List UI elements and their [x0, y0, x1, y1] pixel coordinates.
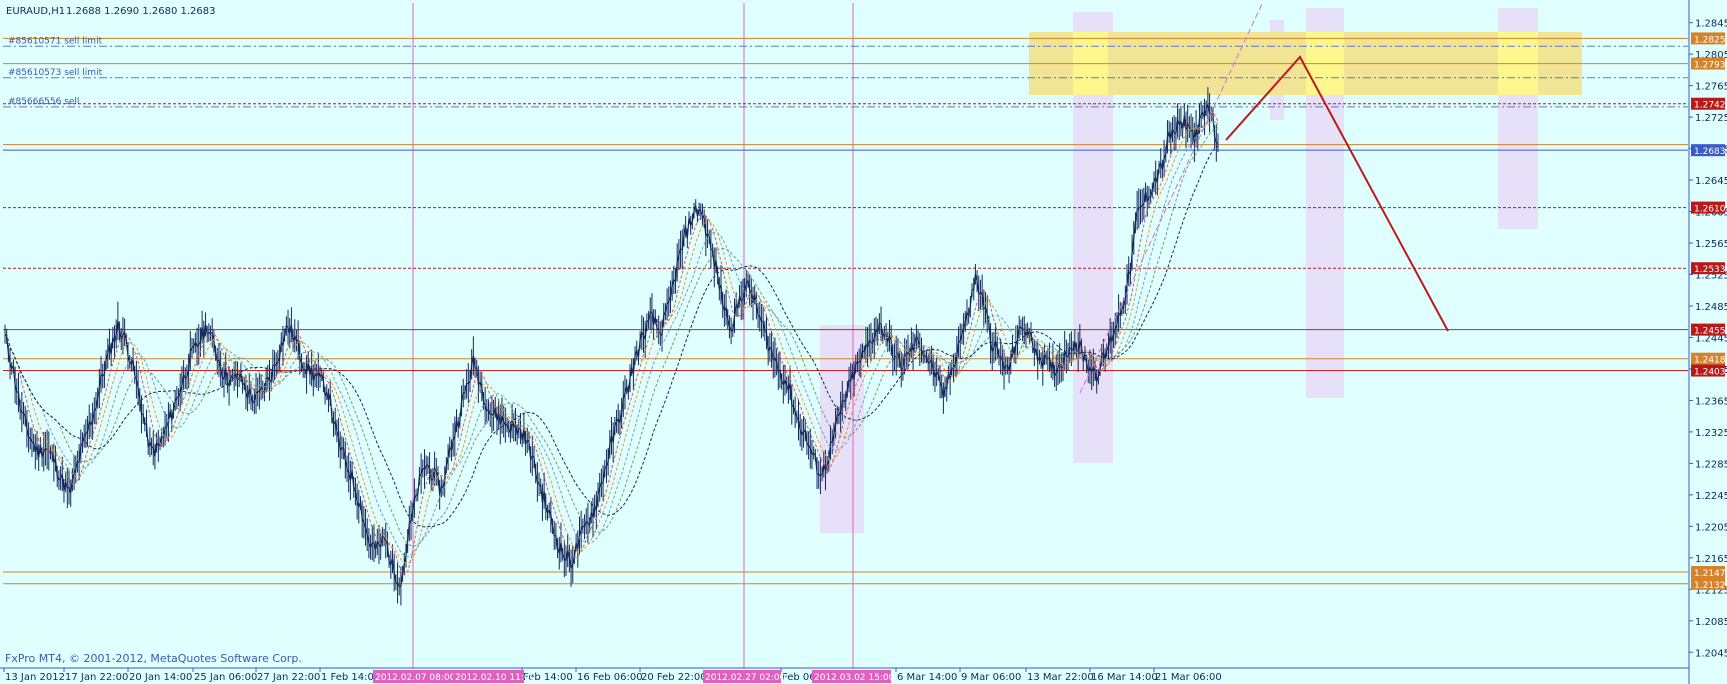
price-tick-label: 1.2445 [1695, 333, 1727, 344]
time-tick-label: 25 Jan 06:00 [194, 672, 257, 683]
price-tag [1691, 352, 1725, 365]
time-tick-label: 20 Jan 14:00 [129, 672, 192, 683]
price-tag-label: 1.2418 [1694, 356, 1726, 366]
time-tick-label: 6 Mar 14:00 [897, 672, 957, 683]
time-highlight-label: 2012.02.10 11:00 [455, 673, 536, 683]
price-tick-label: 1.2125 [1695, 585, 1727, 596]
price-tag [1691, 565, 1725, 578]
order-label: #85610571 sell limit [8, 36, 103, 46]
price-tick-label: 1.2085 [1695, 617, 1727, 628]
price-tick-label: 1.2365 [1695, 396, 1727, 407]
price-tick-label: 1.2845 [1695, 19, 1727, 30]
price-tag-label: 1.2793 [1694, 61, 1726, 71]
price-tick-label: 1.2165 [1695, 554, 1727, 565]
overlay-layer [1079, 3, 1449, 394]
price-tick-label: 1.2565 [1695, 239, 1727, 250]
time-tick-label: 9 Mar 06:00 [961, 672, 1021, 683]
time-tick-label: 1 Feb 14:00 [321, 672, 380, 683]
price-tag [1691, 364, 1725, 377]
price-tag [1691, 201, 1725, 214]
time-tick-label: 27 Jan 22:00 [257, 672, 320, 683]
time-tick-label: Feb 06 [782, 672, 816, 683]
order-label: #85610573 sell limit [8, 68, 103, 78]
time-highlight [703, 670, 781, 683]
time-highlight-label: 2012.02.07 08:00 [375, 673, 456, 683]
price-tag-label: 1.2132 [1694, 581, 1726, 591]
price-tag-label: 1.2533 [1694, 265, 1726, 275]
price-tick-label: 1.2325 [1695, 428, 1727, 439]
price-tick-label: 1.2245 [1695, 491, 1727, 502]
copyright-label: FxPro MT4, © 2001-2012, MetaQuotes Softw… [5, 652, 302, 665]
time-tick-label: 20 Feb 22:00 [641, 672, 707, 683]
price-series-layer [4, 87, 1219, 606]
price-tag-label: 1.2610 [1694, 205, 1726, 215]
time-tick-label: 16 Feb 06:00 [577, 672, 643, 683]
price-tick-label: 1.2205 [1695, 522, 1727, 533]
price-tag [1691, 97, 1725, 110]
price-tick-label: 1.2645 [1695, 176, 1727, 187]
time-tick-label: 13 Mar 22:00 [1027, 672, 1094, 683]
moving-average-line [4, 121, 1219, 558]
price-tick-label: 1.2725 [1695, 113, 1727, 124]
price-tick-label: 1.2805 [1695, 50, 1727, 61]
order-label: #85666556 sell [8, 97, 79, 107]
time-tick-label: Feb 14:00 [523, 672, 573, 683]
moving-average-line [4, 145, 1219, 528]
price-tag-label: 1.2683 [1694, 147, 1726, 157]
price-tag [1691, 577, 1725, 590]
time-tick-label: 16 Mar 14:00 [1091, 672, 1158, 683]
price-tick-label: 1.2485 [1695, 302, 1727, 313]
price-tick-label: 1.2045 [1695, 648, 1727, 659]
time-tick-label: 21 Mar 06:00 [1155, 672, 1222, 683]
price-tag-label: 1.2455 [1694, 327, 1726, 337]
time-highlight [453, 670, 524, 683]
price-tag-label: 1.2825 [1694, 35, 1726, 45]
price-line [4, 102, 1219, 588]
price-tick-label: 1.2765 [1695, 82, 1727, 93]
time-tick-label: 13 Jan 2012 [5, 672, 65, 683]
price-tick-label: 1.2285 [1695, 459, 1727, 470]
moving-average-line [4, 127, 1219, 547]
time-tick-label: 17 Jan 22:00 [65, 672, 128, 683]
price-tag [1691, 323, 1725, 336]
moving-average-line [4, 120, 1219, 565]
time-highlight [812, 670, 891, 683]
time-highlight [373, 670, 455, 683]
price-tag [1691, 32, 1725, 45]
symbol-label: EURAUD,H1 [6, 6, 65, 17]
price-tag [1691, 262, 1725, 275]
price-tag [1691, 144, 1725, 157]
time-highlight-label: 2012.02.27 02:00 [705, 673, 786, 683]
price-tag-label: 1.2403 [1694, 368, 1726, 378]
price-tag-label: 1.2742 [1694, 101, 1726, 111]
ohlc-label: 1.2688 1.2690 1.2680 1.2683 [66, 6, 216, 17]
price-tag-label: 1.2147 [1694, 569, 1726, 579]
moving-average-line [4, 112, 1219, 576]
forecast-path [1225, 55, 1449, 332]
price-tick-label: 1.2525 [1695, 271, 1727, 282]
price-tag [1691, 57, 1725, 70]
time-highlight-label: 2012.03.02 15:00 [814, 673, 895, 683]
